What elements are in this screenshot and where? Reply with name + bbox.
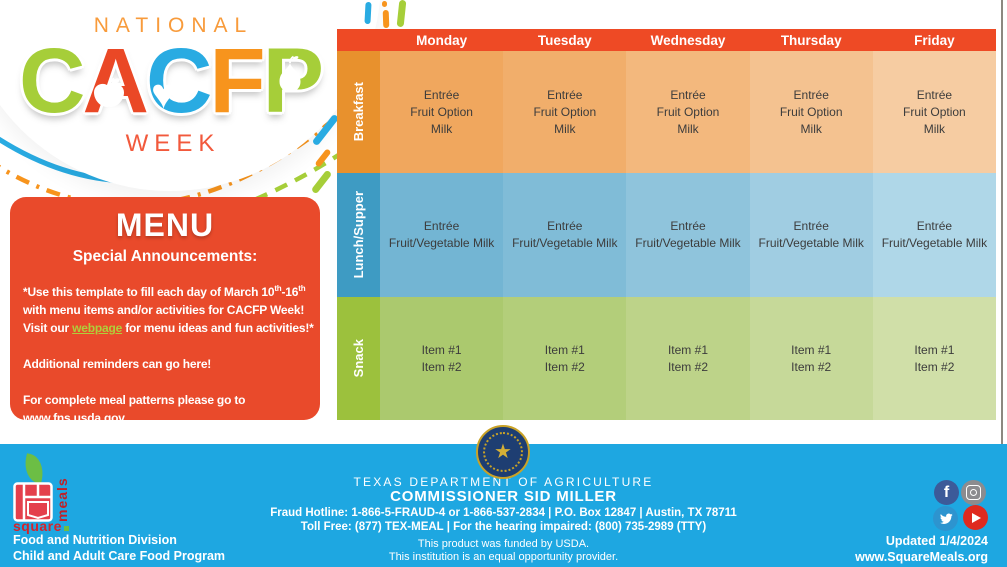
weekly-menu-table: Monday Tuesday Wednesday Thursday Friday… <box>337 29 996 420</box>
cell-snack-tuesday: Item #1 Item #2 <box>503 297 627 420</box>
confetti-blue-dash-top <box>364 1 372 25</box>
cell-breakfast-friday: Entrée Fruit Option Milk <box>872 51 996 173</box>
agency-name: TEXAS DEPARTMENT OF AGRICULTURE <box>353 475 654 489</box>
row-label-snack: Snack <box>337 297 380 420</box>
menu-paragraph-line1: *Use this template to fill each day of M… <box>23 280 307 301</box>
menu-title: MENU <box>115 207 215 243</box>
row-label-breakfast: Breakfast <box>337 51 380 173</box>
cell-breakfast-monday: Entrée Fruit Option Milk <box>380 51 504 173</box>
usda-funding-line: This product was funded by USDA. <box>417 538 590 550</box>
cell-lunch-tuesday: Entrée Fruit/Vegetable Milk <box>503 173 627 297</box>
confetti-orange-dot-top <box>382 1 387 7</box>
menu-line1-text: *Use this template to fill each day of M… <box>23 285 275 299</box>
instagram-icon[interactable] <box>961 480 986 505</box>
logo-letter-a: A <box>82 30 148 132</box>
logo-word-week: WEEK <box>125 130 221 157</box>
menu-line3-post: for menu ideas and fun activities!* <box>122 321 314 335</box>
cell-lunch-monday: Entrée Fruit/Vegetable Milk <box>380 173 504 297</box>
menu-announcements-box: MENU Special Announcements: *Use this te… <box>10 197 320 425</box>
menu-subtitle: Special Announcements: <box>72 248 258 265</box>
commissioner-name: COMMISSIONER SID MILLER <box>390 488 617 505</box>
table-header-corner <box>337 29 380 51</box>
cell-breakfast-wednesday: Entrée Fruit Option Milk <box>626 51 750 173</box>
menu-paragraph-line3: Visit our webpage for menu ideas and fun… <box>23 319 314 337</box>
youtube-play-triangle <box>972 512 981 523</box>
row-label-lunch-supper-text: Lunch/Supper <box>351 191 366 279</box>
menu-line1-sup2: th <box>298 284 306 293</box>
leaf-icon <box>21 453 47 484</box>
row-label-breakfast-text: Breakfast <box>351 82 366 142</box>
cell-breakfast-thursday: Entrée Fruit Option Milk <box>749 51 873 173</box>
logo-letters: C A C F P ♥ <box>0 30 340 132</box>
division-line-2: Child and Adult Care Food Program <box>13 549 226 563</box>
menu-line1-sup1: th <box>274 284 282 293</box>
cell-snack-friday: Item #1 Item #2 <box>872 297 996 420</box>
squaremeals-logo: square meals <box>13 453 93 534</box>
texas-agriculture-seal: ★ <box>476 425 530 479</box>
cell-breakfast-tuesday: Entrée Fruit Option Milk <box>503 51 627 173</box>
cell-lunch-wednesday: Entrée Fruit/Vegetable Milk <box>626 173 750 297</box>
menu-reminders-text: Additional reminders can go here! <box>23 357 212 371</box>
footer: ★ TEXAS DEPARTMENT OF AGRICULTURE COMMIS… <box>0 425 1007 567</box>
twitter-icon[interactable] <box>933 506 958 531</box>
table-header-wednesday: Wednesday <box>626 29 750 51</box>
facebook-icon[interactable]: f <box>934 480 959 505</box>
logo-letter-p: P <box>262 30 324 132</box>
cell-lunch-friday: Entrée Fruit/Vegetable Milk <box>872 173 996 297</box>
squaremeals-green-dot <box>63 526 69 531</box>
cell-snack-thursday: Item #1 Item #2 <box>749 297 873 420</box>
table-header-monday: Monday <box>380 29 504 51</box>
cell-snack-monday: Item #1 Item #2 <box>380 297 504 420</box>
division-line-1: Food and Nutrition Division <box>13 533 177 547</box>
cacfp-week-logo: NATIONAL C A C F P ♥ WEEK <box>0 14 340 158</box>
squaremeals-word-square-text: square <box>13 518 62 534</box>
twitter-bird <box>939 513 953 524</box>
logo-letter-c2: C <box>145 30 212 132</box>
table-header-thursday: Thursday <box>749 29 873 51</box>
logo-word-national: NATIONAL <box>93 14 254 37</box>
instagram-camera-outline <box>966 485 981 500</box>
table-header-friday: Friday <box>872 29 996 51</box>
cell-lunch-thursday: Entrée Fruit/Vegetable Milk <box>749 173 873 297</box>
page-edge-line <box>1001 0 1003 444</box>
toll-free-line: Toll Free: (877) TEX-MEAL | For the hear… <box>300 521 707 533</box>
lunch-tray-icon <box>13 482 53 522</box>
youtube-icon[interactable] <box>963 505 988 530</box>
squaremeals-word-meals: meals <box>54 477 70 522</box>
webpage-link[interactable]: webpage <box>72 321 123 335</box>
squaremeals-word-square: square <box>13 518 69 534</box>
menu-meal-patterns-text: For complete meal patterns please go to … <box>23 393 246 425</box>
seal-ring <box>483 432 523 472</box>
cell-snack-wednesday: Item #1 Item #2 <box>626 297 750 420</box>
menu-paragraph-line2: with menu items and/or activities for CA… <box>23 303 305 317</box>
instagram-lens <box>970 489 977 496</box>
confetti-orange-dash-top <box>382 9 390 29</box>
menu-line1-mid: -16 <box>281 285 299 299</box>
updated-date: Updated 1/4/2024 <box>885 534 988 548</box>
table-header-tuesday: Tuesday <box>503 29 627 51</box>
fraud-hotline-line: Fraud Hotline: 1-866-5-FRAUD-4 or 1-866-… <box>270 507 737 519</box>
row-label-lunch-supper: Lunch/Supper <box>337 173 380 297</box>
menu-line3-pre: Visit our <box>23 321 73 335</box>
equal-opportunity-line: This institution is an equal opportunity… <box>388 551 619 563</box>
logo-letter-f: F <box>209 30 265 132</box>
website-url[interactable]: www.SquareMeals.org <box>855 550 988 564</box>
row-label-snack-text: Snack <box>351 339 366 378</box>
logo-letter-c1: C <box>19 30 85 132</box>
